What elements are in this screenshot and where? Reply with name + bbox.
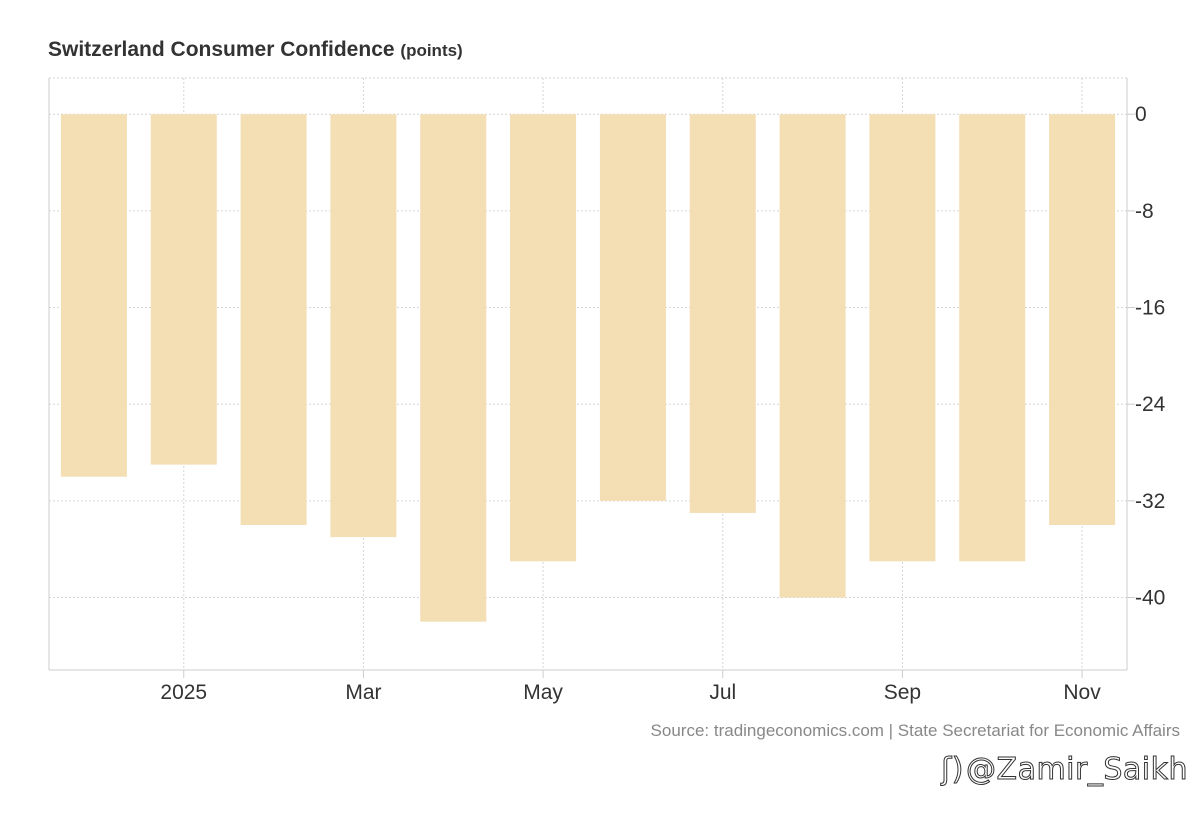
chart-title-text: Switzerland Consumer Confidence xyxy=(48,38,395,61)
y-tick-label: -24 xyxy=(1135,393,1166,416)
y-tick-label: -40 xyxy=(1135,587,1165,610)
x-tick-label: Sep xyxy=(884,681,921,704)
y-tick-label: -8 xyxy=(1135,200,1154,223)
bar-chart: 2025 Mar May Jul Sep Nov 0 -8 -16 -24 -32 -40 xyxy=(48,77,1166,704)
y-tick-label: -32 xyxy=(1135,490,1165,513)
x-tick-label: Jul xyxy=(709,681,736,704)
bar-jan-2025 xyxy=(150,114,217,465)
x-tick-label: May xyxy=(523,681,563,704)
y-tick-label: 0 xyxy=(1135,103,1147,126)
bar-apr-2025 xyxy=(420,114,487,622)
x-tick-label: Nov xyxy=(1063,681,1101,704)
bar-dec-2024 xyxy=(60,114,127,477)
bar-feb-2025 xyxy=(240,114,307,526)
watermark-logo-icon: ʃ) xyxy=(941,752,965,788)
bar-mar-2025 xyxy=(330,114,397,538)
y-tick-label: -16 xyxy=(1135,297,1165,320)
bar-jun-2025 xyxy=(599,114,666,501)
bar-may-2025 xyxy=(510,114,577,562)
bar-oct-2025 xyxy=(959,114,1026,562)
x-tick-label: Mar xyxy=(345,681,381,704)
bar-sep-2025 xyxy=(869,114,936,562)
bar-nov-2025 xyxy=(1049,114,1116,526)
chart-unit: (points) xyxy=(400,41,463,60)
chart-title: Switzerland Consumer Confidence (points) xyxy=(48,38,463,62)
watermark: ʃ)@Zamir_Saikh xyxy=(941,752,1188,788)
bar-jul-2025 xyxy=(689,114,756,513)
x-tick-label: 2025 xyxy=(160,681,207,704)
bar-aug-2025 xyxy=(779,114,846,598)
source-note: Source: tradingeconomics.com | State Sec… xyxy=(650,721,1180,740)
watermark-text: @Zamir_Saikh xyxy=(966,752,1188,788)
